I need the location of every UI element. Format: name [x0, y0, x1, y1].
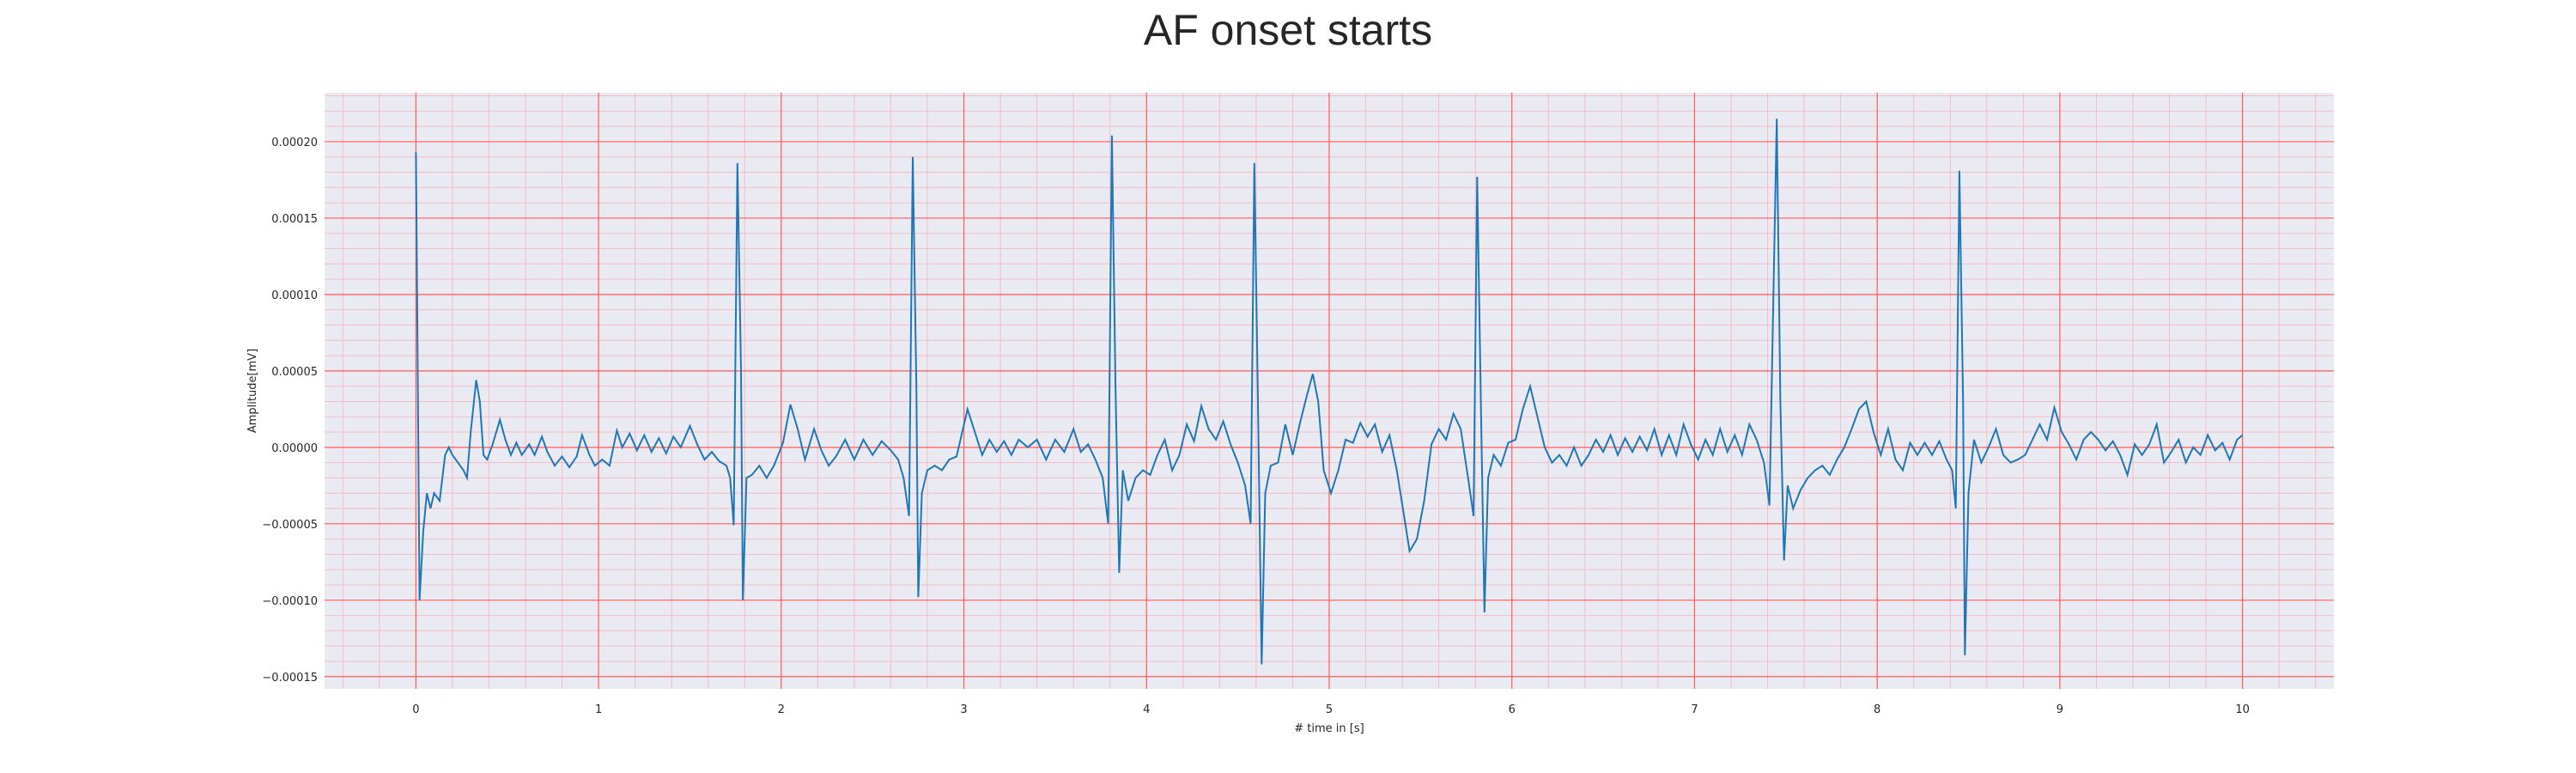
- major-grid: [325, 93, 2334, 689]
- y-tick-label: 0.00000: [271, 442, 318, 455]
- x-tick-label: 6: [1509, 703, 1516, 716]
- x-tick-label: 3: [960, 703, 967, 716]
- x-tick-label: 7: [1691, 703, 1698, 716]
- chart-title: AF onset starts: [1143, 6, 1433, 54]
- x-tick-label: 2: [778, 703, 785, 716]
- x-tick-label: 4: [1143, 703, 1150, 716]
- x-tick-label: 9: [2057, 703, 2063, 716]
- y-tick-label: 0.00020: [271, 137, 318, 149]
- x-tick-label: 5: [1326, 703, 1333, 716]
- x-tick-label: 10: [2235, 703, 2250, 716]
- y-tick-label: −0.00015: [262, 672, 318, 685]
- y-axis-ticks: −0.00015 −0.00010 −0.00005 0.00000 0.00005 0.…: [262, 137, 318, 685]
- x-tick-label: 0: [412, 703, 419, 716]
- x-axis-ticks: 0 1 2 3 4 5 6 7 8 9 10: [412, 703, 2250, 716]
- y-tick-label: 0.00005: [271, 366, 318, 379]
- y-tick-label: 0.00010: [271, 289, 318, 302]
- y-tick-label: −0.00010: [262, 595, 318, 608]
- ecg-series-line: [415, 119, 2244, 665]
- y-tick-label: 0.00015: [271, 213, 318, 226]
- y-axis-label: Amplitude[mV]: [246, 349, 259, 433]
- y-tick-label: −0.00005: [262, 519, 318, 532]
- x-tick-label: 8: [1874, 703, 1880, 716]
- x-tick-label: 1: [595, 703, 602, 716]
- x-axis-label: # time in [s]: [1294, 722, 1364, 735]
